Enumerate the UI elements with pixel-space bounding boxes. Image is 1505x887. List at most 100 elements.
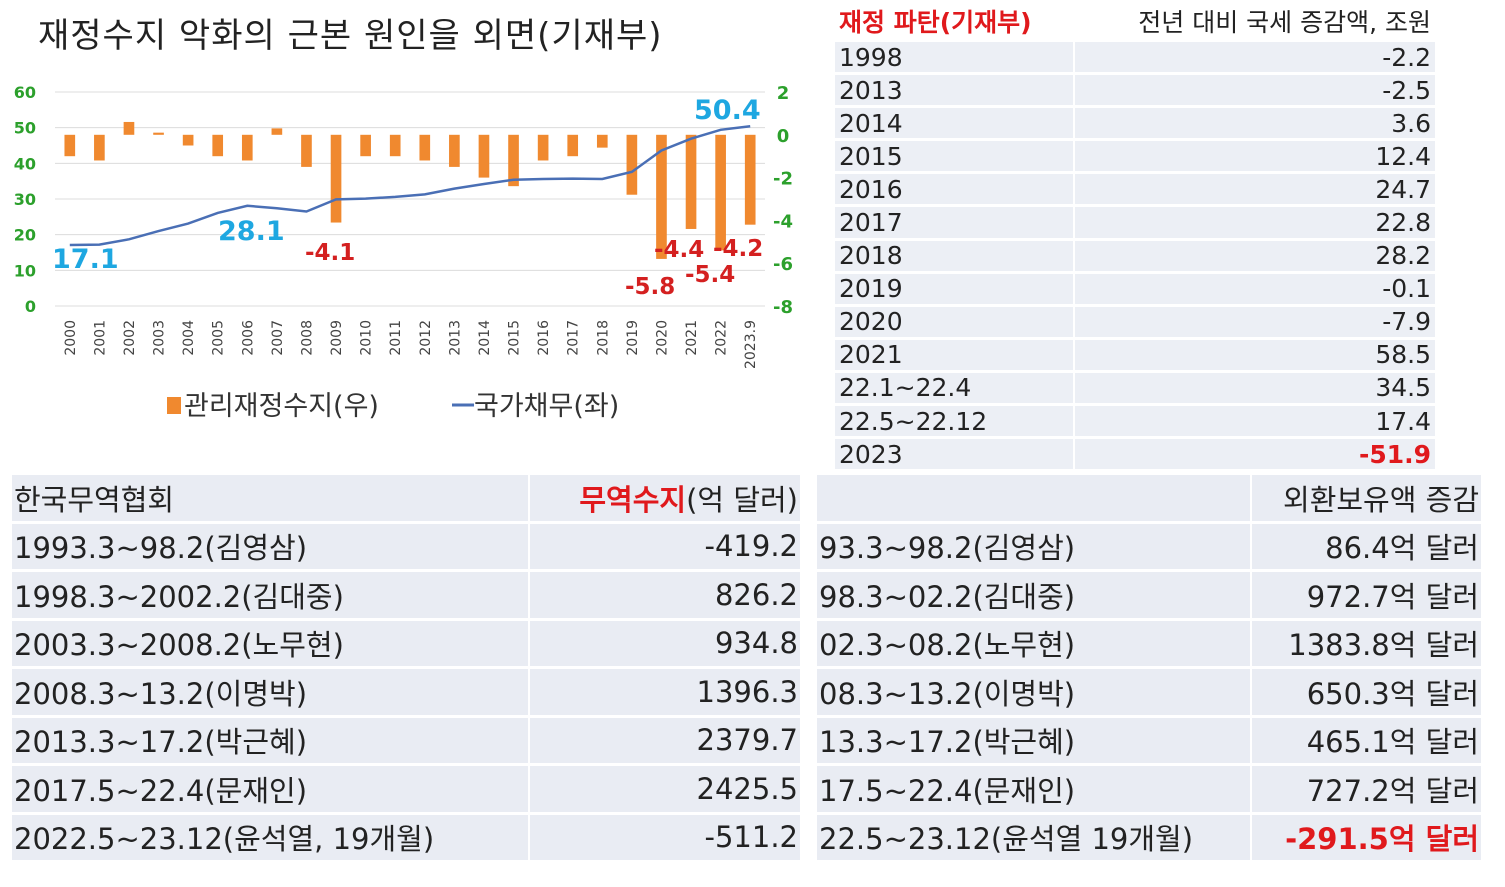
table-row: 2003.3~2008.2(노무현) 934.8: [12, 620, 800, 666]
table-header: 한국무역협회 무역수지(억 달러): [12, 475, 800, 521]
fx-value: 1383.8억 달러: [1252, 620, 1481, 666]
fx-header-value: 외환보유액 증감: [1252, 475, 1481, 521]
balance-bar: [419, 134, 431, 161]
table-row: 2021 58.5: [835, 339, 1435, 370]
table-row: 13.3~17.2(박근혜) 465.1억 달러: [817, 717, 1481, 763]
balance-label: -4.4: [654, 237, 704, 263]
trade-period: 2017.5~22.4(문재인): [12, 766, 530, 812]
tax-value: -2.5: [1075, 75, 1435, 106]
chart-grid: [55, 91, 765, 307]
balance-label: -4.2: [713, 236, 763, 262]
balance-bar: [537, 134, 549, 161]
left-tick-label: 40: [14, 154, 36, 173]
left-tick-label: 10: [14, 261, 36, 280]
debt-line-path: [69, 124, 751, 247]
table-row: 2018 28.2: [835, 240, 1435, 271]
tax-year: 22.1~22.4: [835, 372, 1076, 404]
table-row: 93.3~98.2(김영삼) 86.4억 달러: [817, 523, 1481, 569]
table-row: 2016 24.7: [835, 174, 1435, 205]
tax-year: 2023: [835, 439, 1076, 470]
fx-value: 972.7억 달러: [1252, 572, 1481, 618]
trade-value: 934.8: [529, 620, 800, 666]
left-tick-label: 50: [14, 119, 36, 138]
tax-value: -7.9: [1075, 306, 1435, 337]
tax-year: 2014: [835, 108, 1076, 139]
x-tick-label: 2015: [507, 320, 523, 356]
left-tick-label: 30: [14, 190, 36, 209]
table-row: 22.5~23.12(윤석열 19개월) -291.5억 달러: [817, 814, 1481, 860]
trade-value: -419.2: [529, 523, 800, 569]
balance-bar: [123, 121, 135, 135]
right-axis-ticks: -8 -6 -4 -2 0 2: [773, 83, 793, 318]
table-row: 2017.5~22.4(문재인) 2425.5: [12, 766, 800, 812]
tax-value: 17.4: [1075, 406, 1435, 437]
chart-legend: 관리재정수지(우) 국가채무(좌): [167, 391, 619, 422]
tax-year: 2016: [835, 174, 1076, 205]
tax-year: 2020: [835, 306, 1076, 337]
x-tick-label: 2023.9: [743, 320, 759, 369]
balance-bar: [715, 134, 726, 251]
x-tick-label: 2013: [447, 320, 463, 356]
fx-value: 727.2억 달러: [1252, 766, 1481, 812]
table-row: 2019 -0.1: [835, 273, 1435, 304]
trade-header-value: 무역수지(억 달러): [529, 475, 800, 521]
x-tick-label: 2016: [536, 320, 552, 356]
balance-bar: [389, 134, 401, 157]
table-row: 02.3~08.2(노무현) 1383.8억 달러: [817, 620, 1481, 666]
balance-bar: [94, 134, 105, 161]
debt-line: [69, 124, 751, 247]
balance-bar: [241, 134, 253, 161]
fx-period: 08.3~13.2(이명박): [817, 669, 1253, 715]
table-row: 1993.3~98.2(김영삼) -419.2: [12, 523, 800, 569]
table-row: 2014 3.6: [835, 108, 1435, 139]
x-tick-label: 2011: [388, 320, 404, 356]
fx-period: 93.3~98.2(김영삼): [817, 523, 1253, 569]
x-tick-label: 2022: [714, 320, 730, 356]
balance-bar: [478, 134, 490, 178]
tax-year: 2015: [835, 141, 1076, 172]
tax-value: 12.4: [1075, 141, 1435, 172]
debt-label: 50.4: [694, 95, 761, 126]
tax-value: 24.7: [1075, 174, 1435, 205]
trade-period: 1993.3~98.2(김영삼): [12, 523, 530, 569]
tax-change-table: 재정 파탄(기재부) 전년 대비 국세 증감액, 조원 1998 -2.2 2013 -2…: [835, 0, 1435, 472]
balance-bar: [64, 134, 76, 157]
debt-label: 28.1: [218, 216, 285, 247]
tax-year: 2018: [835, 240, 1076, 271]
table-row: 2017 22.8: [835, 207, 1435, 238]
trade-period: 2022.5~23.12(윤석열, 19개월): [12, 814, 530, 860]
fx-value: -291.5억 달러: [1252, 814, 1481, 860]
balance-bar: [626, 134, 638, 195]
balance-bar: [212, 134, 224, 157]
legend-bar-swatch: [167, 397, 181, 414]
x-tick-label: 2018: [595, 320, 611, 356]
balance-bar: [153, 132, 164, 135]
x-tick-label: 2006: [240, 320, 256, 356]
fx-period: 13.3~17.2(박근혜): [817, 717, 1253, 763]
x-tick-label: 2003: [152, 320, 168, 356]
x-tick-label: 2007: [270, 320, 286, 356]
trade-value: 826.2: [529, 572, 800, 618]
table-header: 재정 파탄(기재부) 전년 대비 국세 증감액, 조원: [835, 3, 1435, 39]
x-tick-label: 2019: [625, 320, 641, 356]
balance-bar: [301, 134, 312, 167]
fx-period: 02.3~08.2(노무현): [817, 620, 1253, 666]
table-row: 2008.3~13.2(이명박) 1396.3: [12, 669, 800, 715]
fiscal-chart: 0 10 20 30 40 50 60 -8 -6 -4 -2 0 2 17.1 28.1 50.4 -4.…: [14, 83, 793, 422]
tax-value: -51.9: [1075, 439, 1435, 470]
table-row: 2020 -7.9: [835, 306, 1435, 337]
x-tick-label: 2000: [63, 320, 79, 356]
balance-bar: [330, 134, 342, 223]
table-row: 98.3~02.2(김대중) 972.7억 달러: [817, 572, 1481, 618]
balance-bar: [271, 128, 283, 135]
right-tick-label: 2: [777, 83, 790, 104]
legend-line-label: 국가채무(좌): [474, 391, 619, 422]
x-tick-label: 2017: [566, 320, 582, 356]
fx-value: 86.4억 달러: [1252, 523, 1481, 569]
chart-title: 재정수지 악화의 근본 원인을 외면(기재부): [38, 16, 663, 56]
table-row: 22.5~22.12 17.4: [835, 406, 1435, 437]
trade-balance-table: 한국무역협회 무역수지(억 달러) 1993.3~98.2(김영삼) -419.2 19…: [12, 472, 800, 863]
right-tick-label: -2: [773, 169, 793, 190]
trade-header-label: 한국무역협회: [12, 475, 530, 521]
x-tick-label: 2005: [211, 320, 227, 356]
